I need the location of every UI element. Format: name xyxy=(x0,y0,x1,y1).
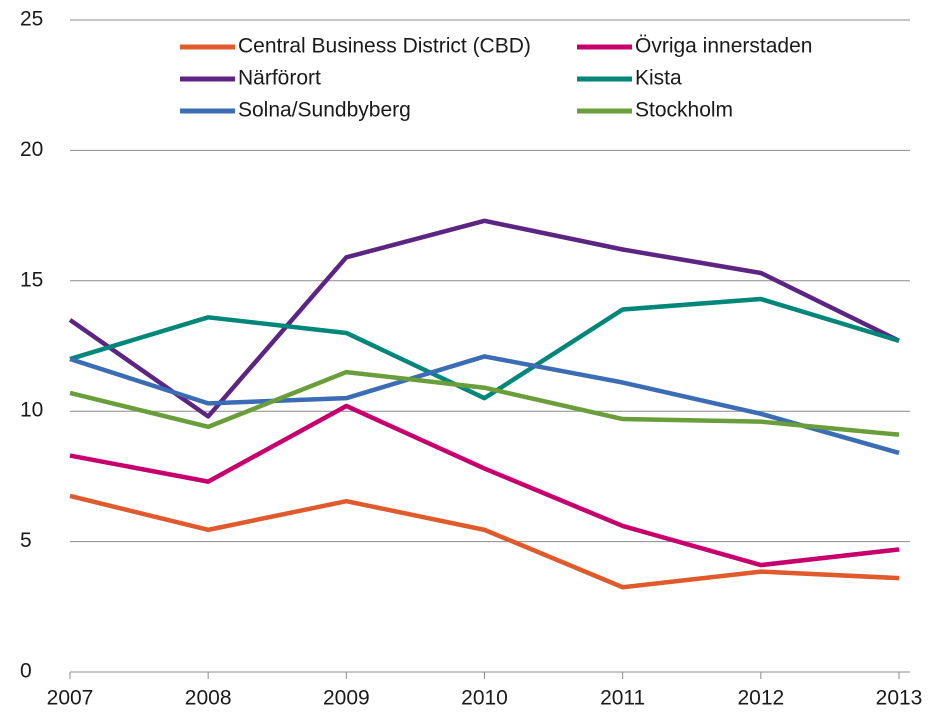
series-line xyxy=(69,369,900,437)
x-tick-label: 2009 xyxy=(323,687,370,710)
y-tick-label: 15 xyxy=(20,268,43,291)
series-line xyxy=(68,218,900,419)
y-tick-label: 25 xyxy=(20,8,43,31)
x-tick-label: 2007 xyxy=(47,687,94,710)
x-tick-label: 2012 xyxy=(737,687,784,710)
x-tick-label: 2013 xyxy=(876,687,923,710)
y-tick-label: 10 xyxy=(20,399,43,422)
x-tick-label: 2011 xyxy=(600,687,645,710)
legend-label: Övriga innerstaden xyxy=(635,35,812,58)
legend-label: Central Business District (CBD) xyxy=(238,35,531,58)
legend-label: Stockholm xyxy=(635,99,733,122)
series-line xyxy=(69,403,900,568)
series-line xyxy=(69,493,900,590)
legend-label: Solna/Sundbyberg xyxy=(238,99,411,122)
x-tick-label: 2010 xyxy=(461,687,508,710)
y-tick-label: 0 xyxy=(20,660,32,683)
legend-label: Närförort xyxy=(238,67,321,90)
x-tick-label: 2008 xyxy=(185,687,232,710)
legend-label: Kista xyxy=(635,67,682,90)
y-tick-label: 5 xyxy=(20,529,32,552)
series-line xyxy=(69,296,900,401)
y-tick-label: 20 xyxy=(20,138,43,161)
series-line xyxy=(69,354,900,456)
